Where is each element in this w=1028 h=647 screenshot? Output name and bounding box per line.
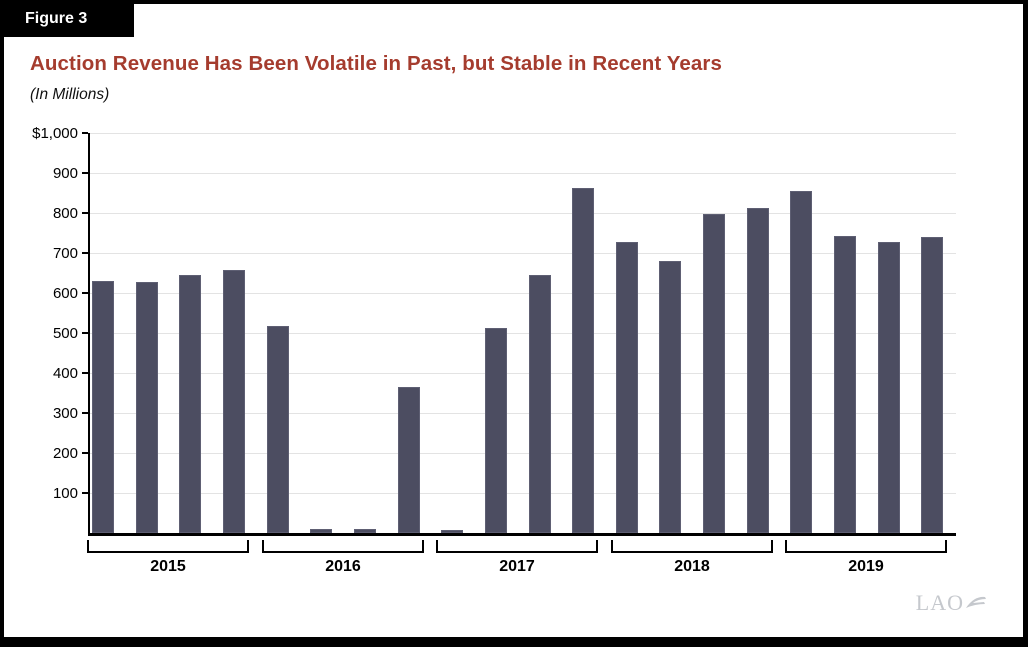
y-axis-tick <box>82 412 88 414</box>
y-axis-label: 600 <box>52 285 78 302</box>
year-group-bracket <box>785 540 947 553</box>
gridline <box>90 173 956 174</box>
year-group-bracket <box>611 540 773 553</box>
bar <box>572 188 594 533</box>
lao-quill-icon <box>965 594 987 612</box>
lao-logo: LAO <box>916 590 987 616</box>
chart-subtitle: (In Millions) <box>30 86 110 103</box>
bar <box>790 191 812 533</box>
y-axis-label: 500 <box>52 325 78 342</box>
gridline <box>90 493 956 494</box>
y-axis-tick <box>82 332 88 334</box>
y-axis-tick <box>82 292 88 294</box>
x-axis-year-label: 2016 <box>325 558 361 575</box>
y-axis-tick <box>82 132 88 134</box>
gridline <box>90 213 956 214</box>
gridline <box>90 453 956 454</box>
bar <box>747 208 769 533</box>
gridline <box>90 373 956 374</box>
x-axis-year-label: 2019 <box>848 558 884 575</box>
y-axis-label: 400 <box>52 365 78 382</box>
bar <box>703 214 725 533</box>
y-axis-label: 800 <box>52 205 78 222</box>
chart-title: Auction Revenue Has Been Volatile in Pas… <box>30 52 722 75</box>
x-axis-year-label: 2018 <box>674 558 710 575</box>
bar <box>921 237 943 533</box>
bar <box>616 242 638 533</box>
bar <box>834 236 856 533</box>
y-axis-tick <box>82 372 88 374</box>
gridline <box>90 413 956 414</box>
bar <box>398 387 420 533</box>
year-group-bracket <box>87 540 249 553</box>
bar <box>92 281 114 533</box>
bar <box>441 530 463 533</box>
y-axis-tick <box>82 172 88 174</box>
y-axis-tick <box>82 492 88 494</box>
y-axis-label: 900 <box>52 165 78 182</box>
y-axis-label: 200 <box>52 445 78 462</box>
bar-chart: $1,000 900 800 700 600 500 400 300 200 100 2015 201… <box>4 4 1023 637</box>
y-axis-tick <box>82 252 88 254</box>
y-axis-label: 300 <box>52 405 78 422</box>
y-axis-tick <box>82 212 88 214</box>
year-group-bracket <box>262 540 424 553</box>
bar <box>354 529 376 533</box>
gridline <box>90 333 956 334</box>
x-axis-year-label: 2015 <box>150 558 186 575</box>
bar <box>529 275 551 533</box>
figure-label-tab: Figure 3 <box>4 4 134 37</box>
y-axis-label: $1,000 <box>32 125 78 142</box>
y-axis-label: 100 <box>52 485 78 502</box>
bar <box>179 275 201 533</box>
bar <box>878 242 900 533</box>
gridline <box>90 253 956 254</box>
y-axis-tick <box>82 452 88 454</box>
bar <box>485 328 507 533</box>
bar <box>310 529 332 533</box>
figure-label: Figure 3 <box>25 10 88 27</box>
gridline <box>90 133 956 134</box>
y-axis-label: 700 <box>52 245 78 262</box>
bar <box>136 282 158 533</box>
x-axis-year-label: 2017 <box>499 558 535 575</box>
plot-area <box>88 133 956 536</box>
bar <box>267 326 289 533</box>
gridline <box>90 293 956 294</box>
lao-logo-text: LAO <box>915 590 964 615</box>
year-group-bracket <box>436 540 598 553</box>
bar <box>659 261 681 533</box>
bar <box>223 270 245 533</box>
